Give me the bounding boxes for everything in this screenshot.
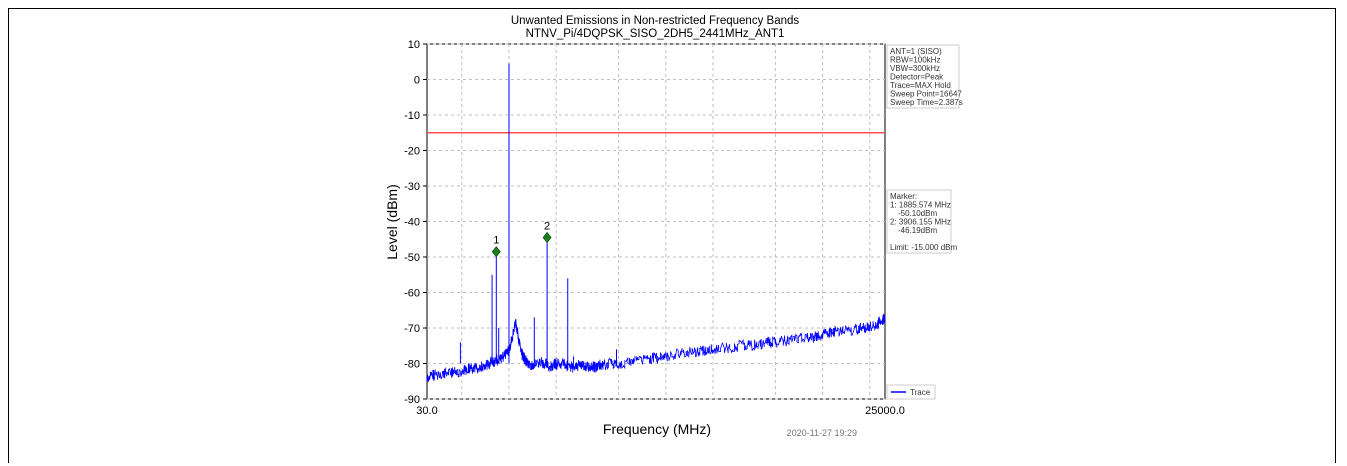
marker-diamond bbox=[491, 246, 501, 258]
marker-info-line: Limit: -15.000 dBm bbox=[890, 243, 957, 252]
chart-subtitle: NTNV_Pi/4DQPSK_SISO_2DH5_2441MHz_ANT1 bbox=[526, 28, 785, 40]
info-line: Sweep Time=2.387s bbox=[890, 98, 963, 107]
x-axis-label: Frequency (MHz) bbox=[603, 421, 711, 437]
info-line: Detector=Peak bbox=[890, 73, 944, 82]
outer-frame bbox=[8, 8, 1336, 463]
info-line: Trace=MAX Hold bbox=[890, 81, 951, 90]
chart-title: Unwanted Emissions in Non-restricted Fre… bbox=[511, 15, 800, 27]
y-tick-label: -90 bbox=[404, 394, 420, 406]
y-tick-label: 0 bbox=[414, 75, 420, 87]
y-tick-label: -40 bbox=[404, 217, 420, 229]
y-tick-label: -80 bbox=[404, 359, 420, 371]
marker-label: 1 bbox=[493, 235, 499, 247]
timestamp: 2020-11-27 19:29 bbox=[787, 428, 857, 438]
x-tick-label: 30.0 bbox=[416, 405, 437, 417]
x-tick-label: 25000.0 bbox=[865, 405, 905, 417]
legend bbox=[886, 384, 936, 400]
y-ticks: 10 0 -10 -20 -30 -40 -50 -60 -70 -80 -90 bbox=[404, 39, 427, 406]
marker-info-line: 1: 1885.574 MHz bbox=[890, 201, 951, 210]
legend-entry: Trace bbox=[910, 388, 931, 397]
y-axis-label: Level (dBm) bbox=[384, 184, 400, 259]
info-box bbox=[886, 44, 960, 109]
y-tick-label: 10 bbox=[408, 39, 420, 51]
info-box-text: ANT=1 (SISO)RBW=100kHzVBW=300kHzDetector… bbox=[890, 47, 963, 107]
marker-box bbox=[886, 189, 952, 254]
y-tick-label: -20 bbox=[404, 146, 420, 158]
marker-info-line: -46.19dBm bbox=[898, 226, 937, 235]
trace-line bbox=[426, 313, 886, 382]
y-tick-label: -10 bbox=[404, 110, 420, 122]
info-line: ANT=1 (SISO) bbox=[890, 47, 942, 56]
x-ticks: 30.0 25000.0 bbox=[416, 405, 905, 417]
marker-label: 2 bbox=[544, 220, 550, 232]
info-line: Sweep Point=16647 bbox=[890, 90, 962, 99]
marker-info-line: -50.10dBm bbox=[898, 209, 937, 218]
markers: 12 bbox=[491, 220, 552, 258]
marker-diamond bbox=[542, 231, 552, 244]
info-line: RBW=100kHz bbox=[890, 56, 940, 65]
y-tick-label: -60 bbox=[404, 288, 420, 300]
y-tick-label: -30 bbox=[404, 181, 420, 193]
marker-info-line: Marker: bbox=[890, 192, 917, 201]
marker-info-line: 2: 3906.155 MHz bbox=[890, 218, 951, 227]
info-line: VBW=300kHz bbox=[890, 64, 940, 73]
y-tick-label: -50 bbox=[404, 252, 420, 264]
trace-group bbox=[426, 63, 886, 382]
y-tick-label: -70 bbox=[404, 323, 420, 335]
